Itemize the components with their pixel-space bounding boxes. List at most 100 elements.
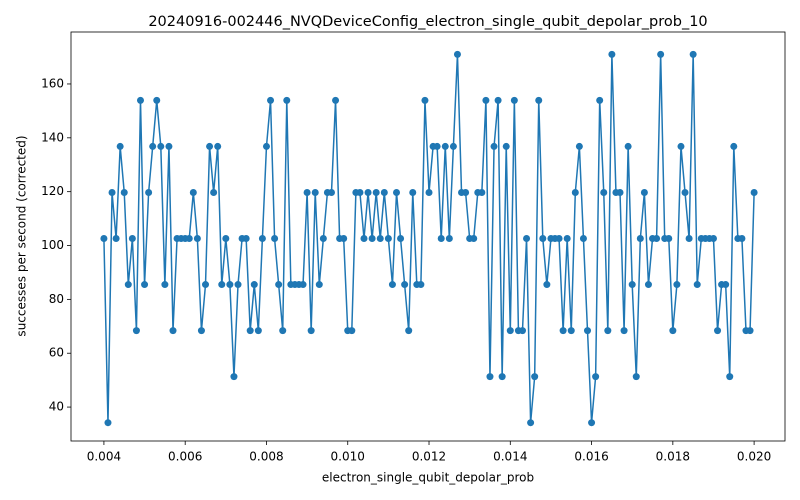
data-point (132, 327, 140, 335)
data-point (161, 281, 169, 289)
data-point (364, 188, 372, 196)
x-tick-label: 0.012 (412, 450, 446, 464)
data-point (636, 235, 644, 243)
data-point (453, 50, 461, 58)
data-point (327, 188, 335, 196)
data-point (141, 281, 149, 289)
data-point (600, 188, 608, 196)
x-tick-label: 0.018 (656, 450, 690, 464)
x-tick-label: 0.016 (574, 450, 608, 464)
data-point (368, 235, 376, 243)
data-point (311, 188, 319, 196)
x-tick-label: 0.010 (331, 450, 365, 464)
data-point (478, 188, 486, 196)
data-point (169, 327, 177, 335)
data-point (372, 188, 380, 196)
data-point (128, 235, 136, 243)
axes-frame (70, 31, 786, 442)
y-tick-label: 120 (41, 184, 64, 198)
x-tick-label: 0.006 (168, 450, 202, 464)
y-tick-label: 100 (41, 238, 64, 252)
data-point (356, 188, 364, 196)
x-tick-label: 0.008 (249, 450, 283, 464)
data-point (360, 235, 368, 243)
x-axis-label: electron_single_qubit_depolar_prob (322, 471, 534, 485)
data-point (189, 188, 197, 196)
data-point (616, 188, 624, 196)
data-point (709, 235, 717, 243)
data-point (673, 281, 681, 289)
data-point (112, 235, 120, 243)
data-point (669, 327, 677, 335)
data-point (750, 188, 758, 196)
data-point (258, 235, 266, 243)
data-point (730, 142, 738, 150)
data-point (120, 188, 128, 196)
data-point (267, 96, 275, 104)
data-point (206, 142, 214, 150)
data-point (319, 235, 327, 243)
data-point (746, 327, 754, 335)
data-point (596, 96, 604, 104)
data-point (681, 188, 689, 196)
x-tick-label: 0.014 (493, 450, 527, 464)
data-point (441, 142, 449, 150)
data-point (693, 281, 701, 289)
data-point (303, 188, 311, 196)
data-point (250, 281, 258, 289)
data-point (543, 281, 551, 289)
data-point (588, 419, 596, 427)
data-point (579, 235, 587, 243)
data-point (409, 188, 417, 196)
data-point (445, 235, 453, 243)
data-point (157, 142, 165, 150)
data-point (246, 327, 254, 335)
data-point (116, 142, 124, 150)
data-point (340, 235, 348, 243)
data-point (689, 50, 697, 58)
y-tick-label: 140 (41, 130, 64, 144)
data-point (665, 235, 673, 243)
chart-title: 20240916-002446_NVQDeviceConfig_electron… (148, 14, 707, 30)
data-point (677, 142, 685, 150)
data-point (100, 235, 108, 243)
data-point (575, 142, 583, 150)
data-point (425, 188, 433, 196)
data-point (230, 373, 238, 381)
data-point (275, 281, 283, 289)
data-point (657, 50, 665, 58)
data-point (108, 188, 116, 196)
data-point (271, 235, 279, 243)
data-point (571, 188, 579, 196)
data-point (531, 373, 539, 381)
data-point (608, 50, 616, 58)
data-point (628, 281, 636, 289)
data-point (299, 281, 307, 289)
data-point (262, 142, 270, 150)
data-point (604, 327, 612, 335)
data-point (498, 373, 506, 381)
data-point (437, 235, 445, 243)
data-point (494, 96, 502, 104)
data-point (124, 281, 132, 289)
data-point (153, 96, 161, 104)
data-point (421, 96, 429, 104)
data-point (405, 327, 413, 335)
data-point (417, 281, 425, 289)
data-point (226, 281, 234, 289)
data-point (193, 235, 201, 243)
data-point (482, 96, 490, 104)
data-point (539, 235, 547, 243)
data-point (307, 327, 315, 335)
data-point (567, 327, 575, 335)
data-point (502, 142, 510, 150)
data-point (283, 96, 291, 104)
data-point (104, 419, 112, 427)
data-point (563, 235, 571, 243)
data-point (376, 235, 384, 243)
data-point (380, 188, 388, 196)
data-point (242, 235, 250, 243)
data-point (523, 235, 531, 243)
